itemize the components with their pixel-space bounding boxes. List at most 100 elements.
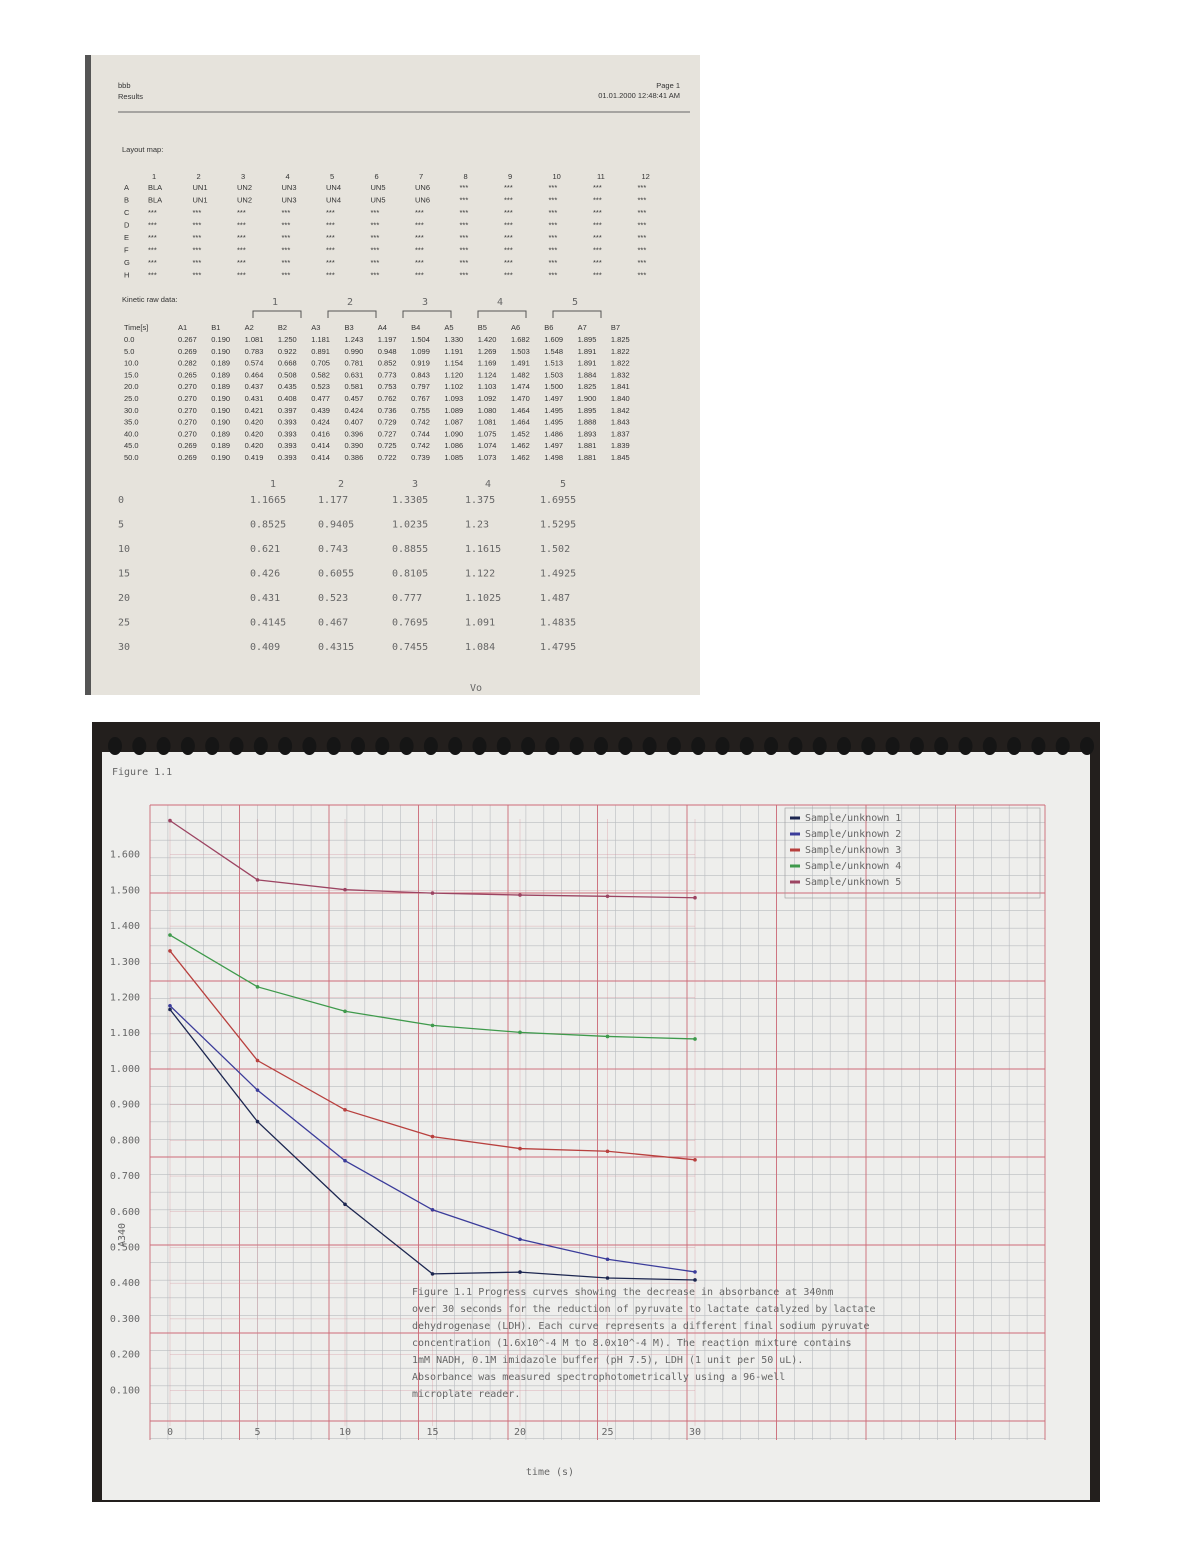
layout-cell: ***	[549, 195, 558, 204]
data-point	[430, 1134, 435, 1139]
spiral-hole	[812, 737, 827, 755]
spiral-hole	[180, 737, 195, 755]
kinetic-cell: 1.498	[544, 453, 563, 462]
layout-col: 4	[286, 172, 290, 181]
kinetic-cell: 0.439	[311, 406, 330, 415]
layout-col: 11	[597, 172, 605, 181]
layout-col: 9	[508, 172, 512, 181]
spiral-hole	[1080, 737, 1094, 755]
kinetic-cell: 1.197	[378, 335, 397, 344]
avg-value: 0.743	[318, 544, 348, 555]
kinetic-cell: 1.895	[578, 406, 597, 415]
layout-cell: ***	[549, 208, 558, 217]
y-tick-label: 0.100	[110, 1385, 140, 1396]
kinetic-cell: 1.497	[544, 394, 563, 403]
layout-row: A	[124, 183, 129, 192]
data-point	[518, 1030, 522, 1035]
kinetic-cell: 0.265	[178, 370, 197, 379]
layout-cell: BLA	[148, 183, 162, 192]
kinetic-cell: 1.609	[544, 335, 563, 344]
spiral-hole	[278, 737, 293, 755]
kinetic-cell: 1.881	[578, 453, 597, 462]
avg-value: 0.8525	[250, 520, 286, 531]
spiral-hole	[909, 737, 924, 755]
layout-cell: ***	[282, 233, 291, 242]
legend-box	[784, 807, 1041, 899]
avg-value: 0.621	[250, 544, 280, 555]
kinetic-cell: 0.421	[245, 406, 264, 415]
layout-cell: UN1	[193, 195, 208, 204]
layout-cell: ***	[282, 270, 291, 279]
avg-value: 0.4145	[250, 618, 286, 629]
avg-time: 20	[118, 593, 130, 604]
timestamp: 01.01.2000 12:48:41 AM	[598, 91, 680, 100]
avg-time: 15	[118, 569, 130, 580]
layout-cell: ***	[326, 258, 335, 267]
kinetic-cell: 1.120	[444, 370, 463, 379]
kinetic-cell: 1.486	[544, 429, 563, 438]
layout-cell: ***	[326, 270, 335, 279]
y-tick-label: 1.400	[110, 921, 140, 932]
x-tick-label: 15	[426, 1427, 438, 1438]
data-point	[255, 985, 260, 989]
avg-value: 0.4315	[318, 642, 354, 653]
caption-line: concentration (1.6x10^-4 M to 8.0x10^-4 …	[412, 1338, 852, 1349]
avg-value: 0.777	[392, 593, 422, 604]
kinetic-cell: 0.631	[345, 370, 364, 379]
layout-cell: UN5	[371, 183, 386, 192]
kinetic-cell: 5.0	[124, 347, 134, 356]
data-point	[168, 818, 172, 823]
avg-time: 25	[118, 618, 130, 629]
kinetic-header: B1	[211, 323, 220, 332]
layout-cell: UN1	[193, 183, 208, 192]
layout-cell: ***	[460, 233, 469, 242]
layout-cell: ***	[237, 258, 246, 267]
kinetic-header: A6	[511, 323, 520, 332]
data-point	[168, 949, 172, 953]
y-tick-label: 0.800	[110, 1135, 140, 1146]
layout-cell: ***	[148, 233, 157, 242]
kinetic-cell: 1.495	[544, 418, 563, 427]
avg-value: 1.084	[465, 642, 495, 653]
layout-cell: ***	[504, 183, 513, 192]
kinetic-cell: 1.154	[444, 359, 463, 368]
layout-row: C	[124, 208, 130, 217]
kinetic-cell: 1.081	[478, 418, 497, 427]
data-point	[518, 1270, 522, 1274]
kinetic-cell: 1.845	[611, 453, 630, 462]
kinetic-cell: 1.092	[478, 394, 497, 403]
spiral-hole	[642, 737, 657, 755]
kinetic-header: A5	[444, 323, 453, 332]
spiral-hole	[837, 737, 851, 755]
spiral-hole	[326, 737, 341, 755]
x-tick-label: 20	[514, 1427, 526, 1438]
kinetic-cell: 1.181	[311, 335, 330, 344]
data-point	[430, 891, 435, 895]
layout-cell: ***	[193, 233, 202, 242]
spiral-hole	[205, 737, 220, 755]
layout-cell: ***	[460, 220, 469, 229]
layout-cell: ***	[371, 258, 380, 267]
kinetic-cell: 0.420	[245, 441, 264, 450]
layout-cell: ***	[193, 208, 202, 217]
layout-cell: ***	[148, 208, 157, 217]
kinetic-cell: 0.419	[245, 453, 264, 462]
layout-cell: ***	[593, 195, 602, 204]
avg-value: 1.0235	[392, 520, 428, 531]
layout-cell: ***	[504, 270, 513, 279]
data-point	[168, 1003, 172, 1008]
avg-value: 0.6055	[318, 569, 354, 580]
kinetic-cell: 0.0	[124, 335, 134, 344]
avg-value: 1.177	[318, 495, 348, 506]
kinetic-cell: 0.755	[411, 406, 430, 415]
kinetic-cell: 1.090	[444, 429, 463, 438]
kinetic-cell: 0.393	[278, 429, 297, 438]
kinetic-cell: 25.0	[124, 394, 139, 403]
group-bracket	[477, 310, 527, 318]
data-point	[430, 1023, 435, 1028]
kinetic-cell: 0.190	[211, 418, 230, 427]
kinetic-cell: 1.462	[511, 453, 530, 462]
spiral-hole	[982, 737, 997, 755]
layout-cell: ***	[638, 270, 647, 279]
